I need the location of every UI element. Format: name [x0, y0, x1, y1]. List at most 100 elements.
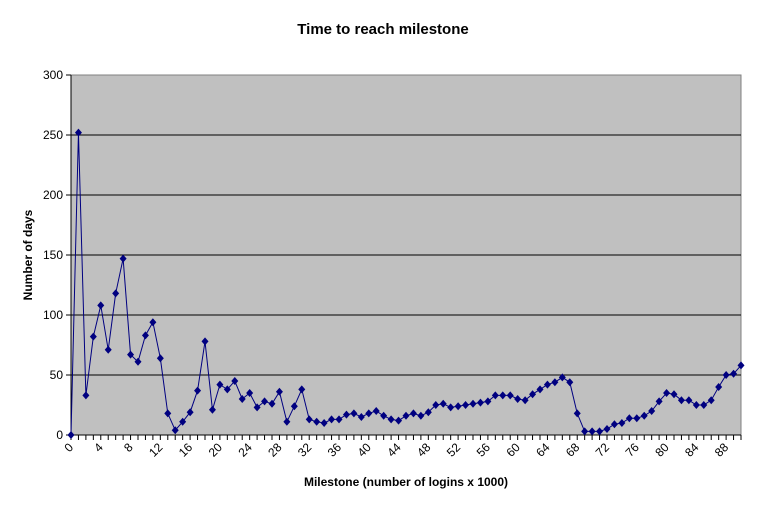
- data-point: [633, 414, 641, 423]
- data-point: [543, 380, 551, 389]
- data-point: [663, 389, 671, 397]
- data-point: [506, 391, 514, 400]
- x-tick-label: 48: [414, 440, 434, 460]
- data-point: [74, 128, 82, 137]
- data-point: [715, 383, 723, 391]
- data-point: [424, 408, 432, 417]
- x-tick-label: 12: [146, 440, 166, 460]
- data-point: [409, 409, 417, 418]
- data-point: [164, 409, 172, 418]
- data-point: [514, 395, 522, 403]
- data-point: [387, 415, 395, 424]
- data-point: [462, 401, 470, 409]
- data-point: [231, 377, 239, 385]
- data-point: [469, 399, 477, 408]
- data-point: [201, 337, 209, 346]
- data-point: [395, 416, 403, 425]
- data-point: [342, 410, 350, 419]
- data-point: [97, 301, 105, 310]
- data-point: [618, 419, 626, 427]
- data-point: [283, 417, 291, 426]
- y-axis-label: Number of days: [21, 209, 35, 300]
- y-tick-label: 0: [56, 428, 63, 442]
- data-point: [558, 373, 566, 382]
- data-point: [484, 397, 492, 406]
- data-point: [596, 427, 604, 436]
- data-point: [625, 414, 633, 423]
- data-point: [216, 380, 224, 389]
- data-point: [447, 403, 455, 412]
- data-point: [536, 385, 544, 394]
- data-point: [730, 369, 738, 378]
- data-point: [290, 402, 298, 411]
- data-point: [491, 391, 499, 400]
- x-tick-label: 56: [474, 440, 494, 460]
- x-tick-label: 80: [652, 440, 672, 460]
- data-point: [476, 398, 484, 407]
- data-point: [328, 415, 336, 424]
- data-point: [268, 399, 276, 408]
- data-point: [588, 427, 596, 436]
- x-tick-label: 84: [682, 440, 702, 460]
- data-point: [521, 396, 529, 405]
- data-point: [127, 350, 135, 359]
- y-tick-label: 200: [43, 188, 63, 202]
- data-point: [670, 390, 678, 399]
- data-point: [380, 411, 388, 420]
- data-point: [432, 401, 440, 409]
- x-tick-label: 36: [325, 440, 345, 460]
- x-tick-label: 4: [91, 440, 106, 455]
- data-point: [603, 425, 611, 433]
- x-tick-label: 76: [623, 440, 643, 460]
- data-point: [275, 387, 283, 396]
- data-point: [499, 391, 507, 400]
- data-point: [298, 385, 306, 394]
- chart-title: Time to reach milestone: [297, 21, 468, 38]
- data-point: [454, 402, 462, 411]
- data-point: [134, 357, 142, 366]
- data-point: [305, 415, 313, 424]
- y-tick-label: 50: [50, 368, 64, 382]
- y-tick-label: 250: [43, 128, 63, 142]
- x-axis-label: Milestone (number of logins x 1000): [304, 475, 508, 489]
- x-tick-label: 40: [355, 440, 375, 460]
- x-tick-label: 28: [265, 440, 285, 460]
- data-point: [700, 401, 708, 409]
- data-point: [648, 407, 656, 415]
- x-tick-label: 32: [295, 440, 315, 460]
- data-point: [246, 389, 254, 397]
- y-tick-label: 150: [43, 248, 63, 262]
- data-point: [610, 420, 618, 429]
- data-point: [439, 399, 447, 408]
- data-point: [529, 390, 537, 399]
- x-tick-label: 88: [712, 440, 732, 460]
- x-tick-label: 60: [503, 440, 523, 460]
- data-point: [261, 397, 269, 406]
- x-tick-label: 44: [384, 440, 404, 460]
- data-point: [119, 254, 127, 263]
- data-point: [350, 409, 358, 418]
- data-point: [573, 409, 581, 418]
- data-point: [156, 354, 164, 363]
- data-point: [149, 318, 157, 327]
- data-point: [104, 345, 112, 354]
- data-point: [141, 331, 149, 340]
- data-point: [89, 332, 97, 341]
- x-tick-label: 16: [176, 440, 196, 460]
- x-tick-label: 20: [206, 440, 226, 460]
- data-point: [685, 396, 693, 405]
- data-point: [186, 408, 194, 417]
- data-point: [357, 413, 365, 421]
- x-tick-label: 72: [593, 440, 613, 460]
- data-point: [335, 415, 343, 424]
- data-point: [737, 361, 745, 370]
- x-tick-label: 52: [444, 440, 464, 460]
- data-point: [402, 411, 410, 420]
- data-point: [566, 378, 574, 387]
- data-point: [692, 401, 700, 409]
- data-point: [223, 385, 231, 394]
- x-tick-label: 68: [563, 440, 583, 460]
- data-point: [253, 403, 261, 412]
- x-tick-label: 8: [121, 440, 136, 455]
- data-point: [67, 431, 75, 439]
